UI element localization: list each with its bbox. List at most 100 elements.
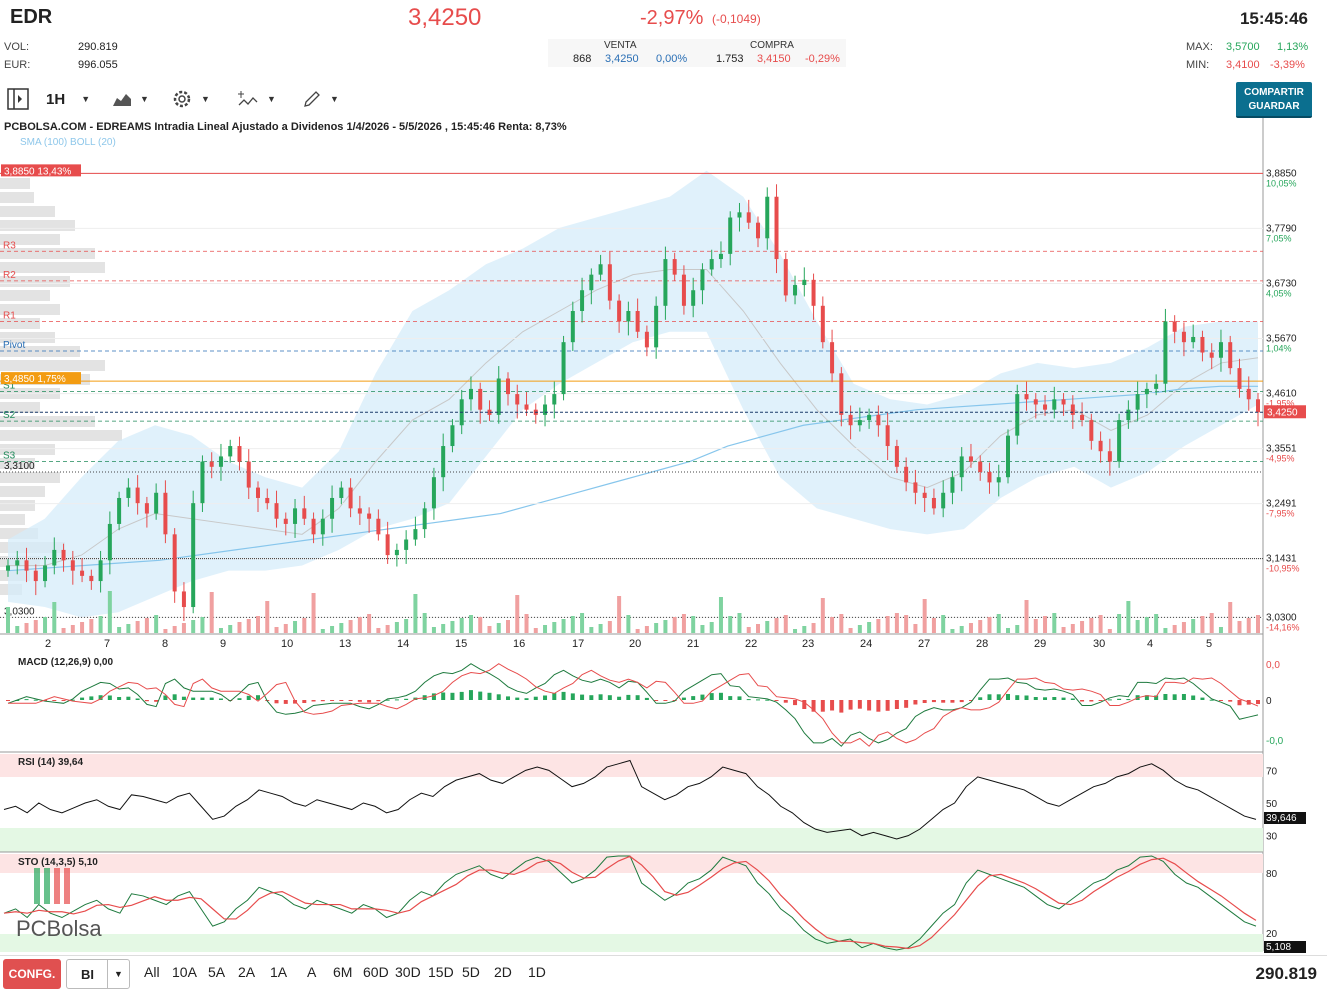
macd-histogram-bar [468, 690, 473, 700]
volume-bar [876, 619, 881, 633]
macd-histogram-bar [1200, 697, 1205, 700]
volume-bar [1154, 614, 1159, 633]
reference-level-text: 3,4850 1,75% [4, 374, 66, 385]
min-pct: -3,39% [1270, 59, 1305, 71]
volume-bar [737, 613, 742, 633]
x-tick-label: 2 [45, 638, 51, 650]
candle-body [1089, 420, 1094, 441]
volume-bar [1117, 614, 1122, 633]
range-button-10a[interactable]: 10A [172, 964, 197, 980]
macd-histogram-bar [1256, 700, 1260, 705]
range-button-1a[interactable]: 1A [270, 964, 288, 980]
y-tick-label: 3,6730 [1266, 278, 1297, 289]
macd-histogram-bar [765, 699, 770, 701]
y-tick-label: 3,4610 [1266, 389, 1297, 400]
candle-body [1228, 342, 1233, 369]
range-button-15d[interactable]: 15D [428, 964, 454, 980]
macd-histogram-bar [478, 691, 483, 700]
volume-bar [607, 621, 612, 633]
save-label: GUARDAR [1248, 101, 1300, 112]
volume-bar [746, 627, 751, 633]
macd-histogram-bar [172, 694, 177, 700]
range-button-5d[interactable]: 5D [462, 964, 480, 980]
candle-body [98, 560, 103, 582]
pivot-level-label: R2 [3, 270, 16, 281]
macd-histogram-bar [681, 697, 686, 700]
chevron-down-icon: ▼ [140, 94, 149, 104]
range-button-2a[interactable]: 2A [238, 964, 256, 980]
chart-type-select[interactable]: ▼ [112, 86, 149, 112]
candle-body [1070, 404, 1075, 415]
y-tick-label: 3,0300 [1266, 612, 1297, 623]
macd-histogram-bar [793, 700, 798, 706]
volume-profile-bar [0, 346, 80, 357]
candle-body [857, 420, 862, 426]
macd-histogram-bar [589, 695, 594, 700]
bi-select[interactable]: BI ▼ [66, 959, 130, 989]
volume-bar [413, 594, 418, 633]
candle-body [487, 409, 492, 415]
config-button[interactable]: CONFG. [3, 959, 61, 989]
volume-bar [1033, 619, 1038, 633]
drawing-tools-select[interactable]: ▼ [302, 86, 339, 112]
volume-bar [681, 614, 686, 633]
sell-price: 3,4250 [605, 53, 639, 65]
share-save-button[interactable]: COMPARTIR GUARDAR [1236, 82, 1312, 118]
pcbolsa-logo: PCBolsa [16, 916, 102, 941]
macd-histogram-bar [1089, 700, 1094, 702]
volume-bar [496, 623, 501, 633]
candle-body [1033, 399, 1038, 405]
buy-pct: -0,29% [805, 53, 840, 65]
macd-histogram-bar [820, 700, 825, 712]
volume-bar [1209, 613, 1214, 633]
volume-bar [330, 626, 335, 633]
interval-select[interactable]: 1H ▼ [46, 86, 90, 112]
volume-bar [996, 614, 1001, 633]
range-button-a[interactable]: A [307, 964, 317, 980]
indicators-select[interactable]: ▼ [237, 86, 276, 112]
macd-histogram-bar [1237, 700, 1242, 706]
volume-profile-bar [0, 472, 60, 483]
range-button-60d[interactable]: 60D [363, 964, 389, 980]
range-button-5a[interactable]: 5A [208, 964, 226, 980]
candle-body [1209, 352, 1214, 358]
range-button-1d[interactable]: 1D [528, 964, 546, 980]
range-button-6m[interactable]: 6M [333, 964, 353, 980]
pivot-level-label: S2 [3, 410, 16, 421]
candle-body [228, 446, 233, 457]
volume-bar [404, 619, 409, 633]
candle-body [107, 523, 112, 561]
volume-bar [1098, 615, 1103, 633]
rsi-axis-label: 30 [1266, 832, 1278, 843]
range-button-30d[interactable]: 30D [395, 964, 421, 980]
x-tick-label: 5 [1206, 638, 1212, 650]
candle-body [1024, 394, 1029, 400]
candle-body [663, 259, 668, 306]
settings-select[interactable]: ▼ [171, 86, 210, 112]
logo-bar-icon [34, 868, 40, 904]
panel-toggle-button[interactable] [6, 86, 30, 112]
range-button-all[interactable]: All [144, 964, 160, 980]
candle-body [1006, 435, 1010, 478]
macd-histogram-bar [931, 700, 936, 703]
volume-bar [515, 595, 520, 633]
buy-price: 3,4150 [757, 53, 791, 65]
candle-body [1135, 394, 1140, 410]
x-tick-label: 14 [397, 638, 409, 650]
volume-bar [43, 617, 48, 633]
support-label: 3,0300 [4, 606, 35, 617]
range-button-2d[interactable]: 2D [494, 964, 512, 980]
quote-header: EDR 3,4250 -2,97% (-0,1049) 15:45:46 VOL… [0, 0, 1327, 80]
volume-bar [256, 616, 260, 633]
volume-bar [820, 598, 825, 633]
volume-bar [543, 625, 548, 633]
max-level-text: 3,8850 13,43% [4, 166, 71, 177]
candle-body [1144, 388, 1149, 395]
macd-histogram-bar [663, 700, 668, 701]
logo-bar-icon [64, 868, 70, 904]
macd-histogram-bar [1080, 700, 1085, 702]
volume-bar [468, 615, 473, 633]
volume-bar [1200, 616, 1205, 633]
y-tick-label: 3,2491 [1266, 499, 1297, 510]
